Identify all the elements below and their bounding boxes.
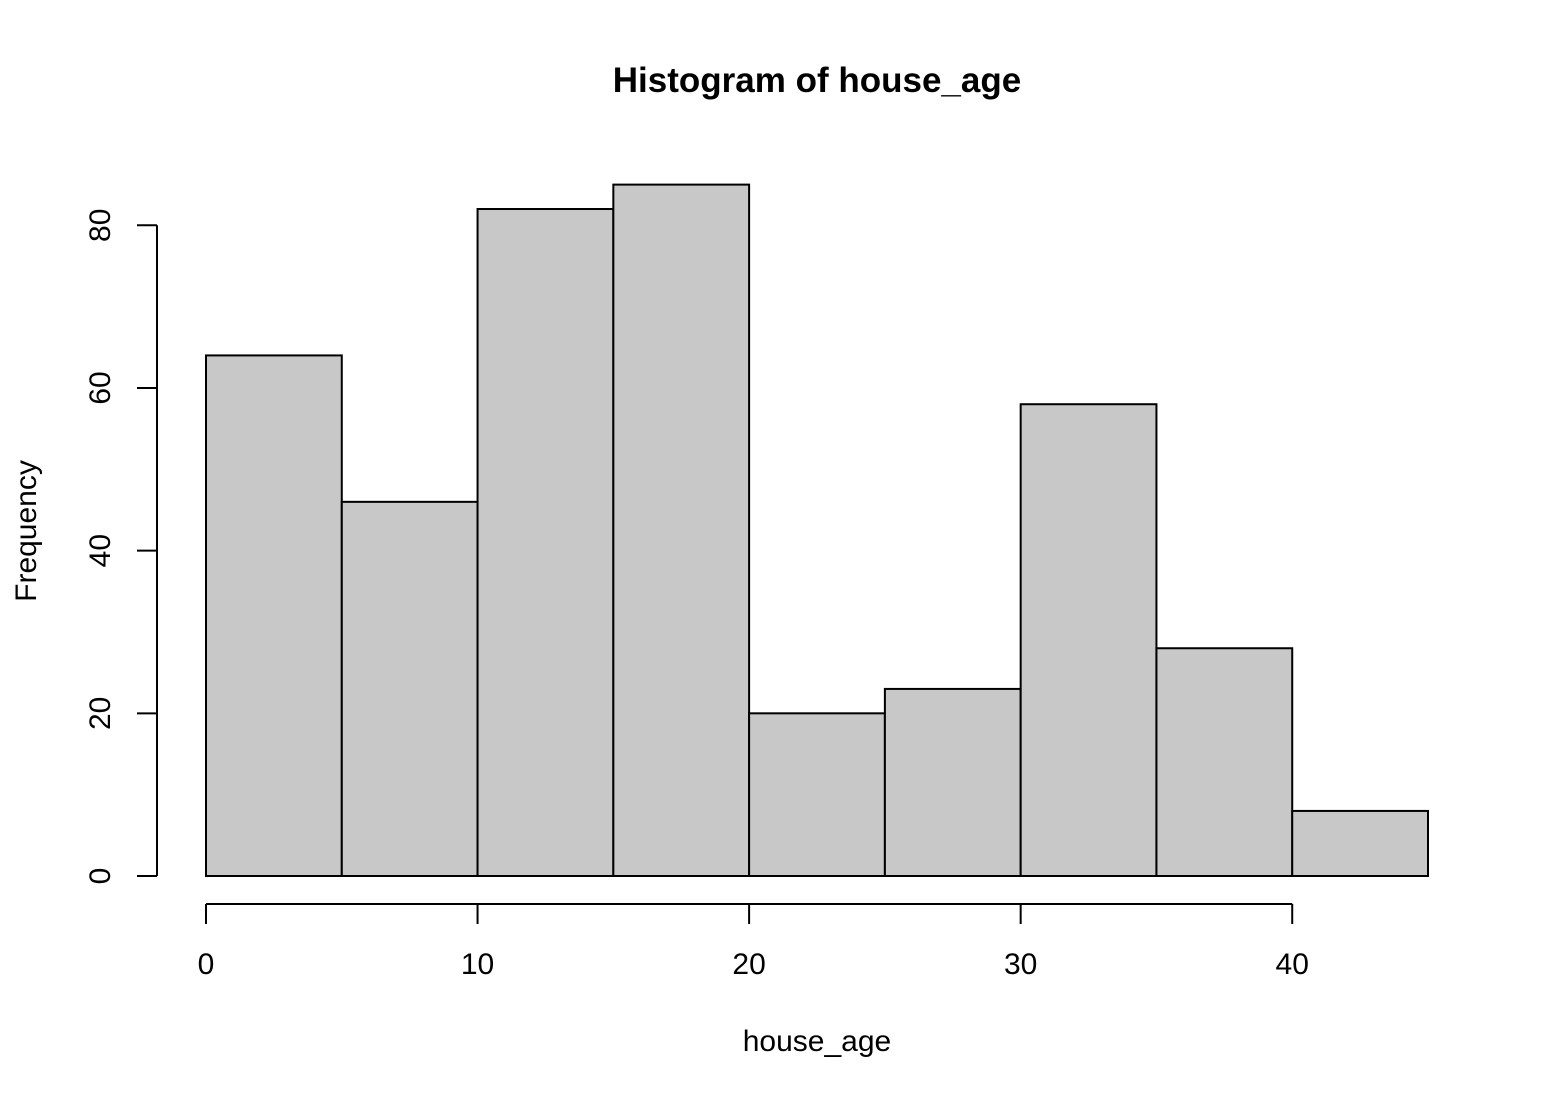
x-tick-label-40: 40 — [1276, 948, 1309, 981]
histogram-bar-35-40 — [1155, 647, 1294, 877]
histogram-bar-15-20 — [612, 183, 751, 878]
x-tick-label-10: 10 — [461, 948, 494, 981]
y-tick-label-80: 80 — [84, 209, 117, 242]
bars-group — [205, 183, 1429, 878]
histogram-bar-0-5 — [205, 354, 343, 877]
y-tick-label-40: 40 — [84, 534, 117, 567]
x-tick-label-0: 0 — [198, 948, 215, 981]
y-tick-label-20: 20 — [84, 697, 117, 730]
histogram-bar-10-15 — [476, 208, 615, 877]
y-tick-label-60: 60 — [84, 371, 117, 404]
histogram-bar-20-25 — [748, 712, 886, 877]
y-axis: 0 20 40 60 80 — [84, 209, 158, 885]
x-tick-label-30: 30 — [1004, 948, 1037, 981]
histogram-bar-25-30 — [883, 687, 1022, 878]
y-tick-label-0: 0 — [84, 868, 117, 885]
x-axis: 0 10 20 30 40 — [198, 903, 1309, 981]
x-tick-label-20: 20 — [732, 948, 765, 981]
y-axis-label: Frequency — [10, 460, 43, 602]
x-axis-label: house_age — [743, 1025, 891, 1058]
histogram-bar-30-35 — [1019, 403, 1158, 877]
histogram-bar-5-10 — [340, 500, 479, 877]
histogram-bar-40-45 — [1291, 809, 1429, 877]
chart-title: Histogram of house_age — [613, 61, 1021, 100]
